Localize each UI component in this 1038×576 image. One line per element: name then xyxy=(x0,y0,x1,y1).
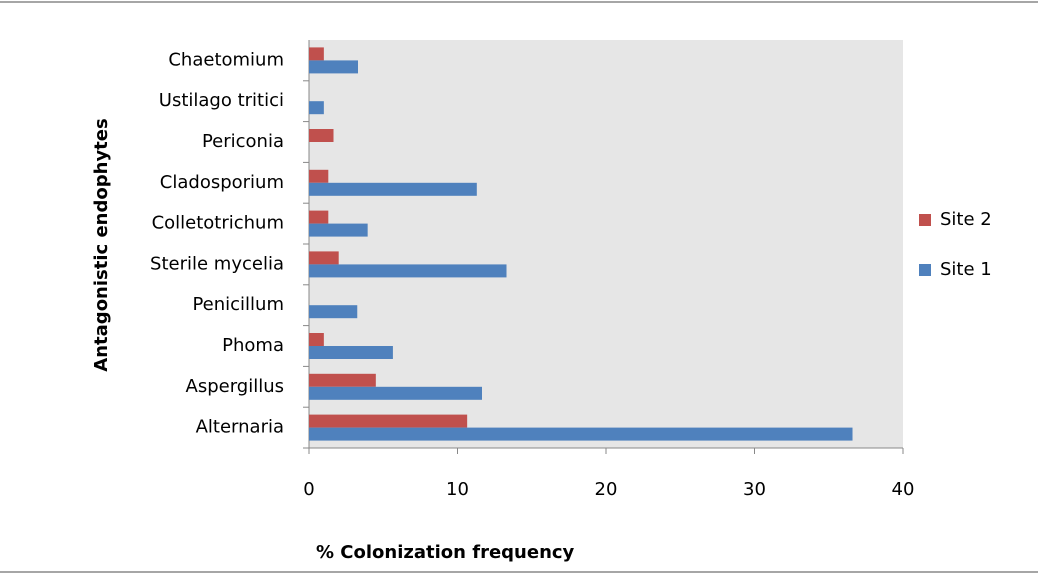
y-tick-label: Cladosporium xyxy=(160,172,284,193)
legend-label: Site 2 xyxy=(940,209,992,230)
x-tick-label: 0 xyxy=(303,479,314,500)
bar xyxy=(309,182,477,196)
legend-label: Site 1 xyxy=(940,259,992,280)
plot-area xyxy=(309,40,903,448)
y-tick-label: Ustilago tritici xyxy=(159,90,284,111)
y-tick-label: Colletotrichum xyxy=(152,213,284,234)
bar xyxy=(309,386,483,400)
y-tick-label: Chaetomium xyxy=(168,49,284,70)
y-tick-label: Alternaria xyxy=(196,417,284,438)
x-tick-label: 40 xyxy=(892,479,915,500)
bar xyxy=(309,223,368,237)
y-tick-label: Aspergillus xyxy=(186,376,285,397)
y-tick-label: Penicillum xyxy=(192,294,284,315)
y-tick-label: Periconia xyxy=(202,131,284,152)
bar xyxy=(309,251,339,265)
bar xyxy=(309,373,376,387)
bar xyxy=(309,264,507,278)
bar xyxy=(309,427,853,441)
bar xyxy=(309,346,393,359)
x-axis-title: % Colonization frequency xyxy=(316,542,575,563)
bar xyxy=(309,101,324,115)
bar xyxy=(309,169,329,183)
bar xyxy=(309,60,359,74)
bar xyxy=(309,305,358,319)
bar xyxy=(309,47,324,61)
x-tick-label: 20 xyxy=(595,479,618,500)
legend-swatch xyxy=(919,264,931,276)
y-tick-label: Phoma xyxy=(222,335,284,356)
bar xyxy=(309,210,329,224)
y-axis-title: Antagonistic endophytes xyxy=(91,118,112,371)
bar xyxy=(309,129,334,142)
y-tick-label: Sterile mycelia xyxy=(150,253,284,274)
bar xyxy=(309,333,324,346)
x-tick-label: 10 xyxy=(446,479,469,500)
x-tick-label: 30 xyxy=(743,479,766,500)
bar xyxy=(309,414,468,428)
legend-swatch xyxy=(919,214,931,226)
